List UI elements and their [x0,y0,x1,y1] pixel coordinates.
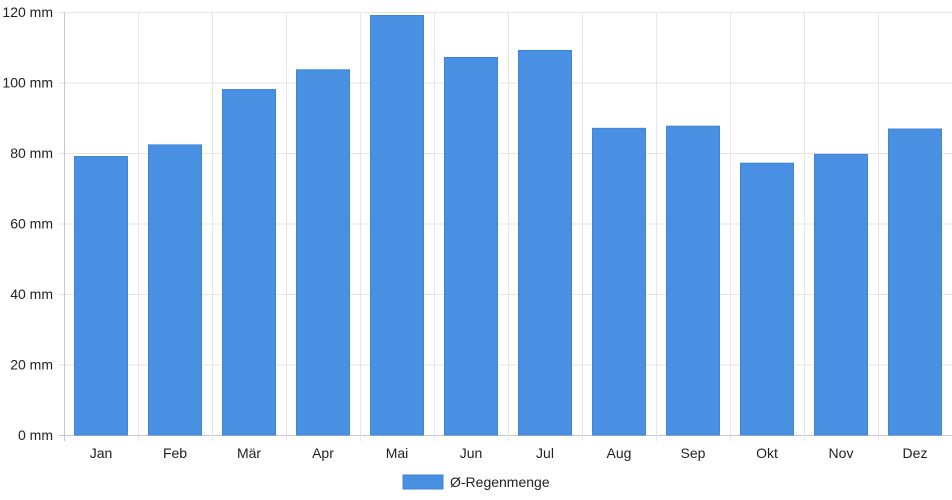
bar-feb[interactable] [148,144,202,436]
bar-dez[interactable] [888,128,942,436]
x-tick-label: Apr [312,445,334,461]
grid-lines [58,12,952,441]
bar-okt[interactable] [740,162,794,436]
x-tick-label: Aug [607,445,632,461]
y-tick-label: 80 mm [10,145,53,161]
bar-sep[interactable] [666,125,720,436]
y-tick-label: 100 mm [2,75,53,91]
bar-mär[interactable] [222,89,276,436]
y-tick-label: 60 mm [10,216,53,232]
x-tick-label: Dez [903,445,928,461]
y-tick-label: 0 mm [18,427,53,443]
bar-apr[interactable] [296,69,350,436]
x-tick-label: Mai [386,445,409,461]
y-tick-label: 120 mm [2,4,53,20]
bar-mai[interactable] [370,15,424,436]
x-tick-label: Okt [756,445,778,461]
x-tick-label: Jun [460,445,483,461]
legend[interactable]: Ø-Regenmenge [402,474,550,490]
x-tick-label: Mär [237,445,261,461]
y-tick-label: 40 mm [10,286,53,302]
x-tick-label: Jul [536,445,554,461]
bar-jan[interactable] [74,156,128,436]
legend-label[interactable]: Ø-Regenmenge [450,474,550,490]
legend-swatch[interactable] [402,474,444,490]
bars [74,15,942,436]
bar-jul[interactable] [518,49,572,436]
bar-aug[interactable] [592,127,646,436]
x-tick-label: Feb [163,445,187,461]
x-tick-label: Jan [90,445,113,461]
y-tick-label: 20 mm [10,357,53,373]
bar-nov[interactable] [814,153,868,436]
axes: 0 mm 20 mm 40 mm 60 mm 80 mm 100 mm 120 mm Jan F… [2,4,927,461]
bar-jun[interactable] [444,56,498,436]
x-tick-label: Sep [681,445,706,461]
x-tick-label: Nov [829,445,854,461]
